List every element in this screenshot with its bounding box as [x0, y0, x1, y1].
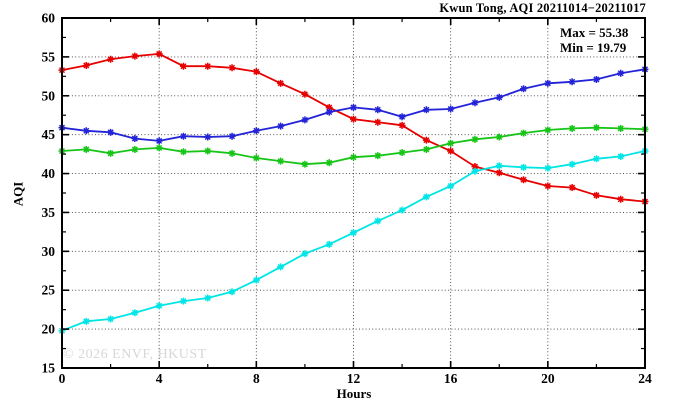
x-tick-label: 24 [638, 371, 652, 386]
series-cyan-markers [58, 147, 649, 335]
series-blue [58, 65, 649, 145]
y-tick-label: 60 [42, 11, 56, 26]
x-tick-label: 16 [444, 371, 458, 386]
max-value-label: Max = 55.38 [560, 25, 629, 40]
x-tick-label: 4 [156, 371, 163, 386]
y-tick-label: 45 [42, 127, 56, 142]
x-tick-label: 8 [253, 371, 260, 386]
y-tick-label: 20 [42, 322, 56, 337]
x-tick-label: 20 [541, 371, 555, 386]
y-tick-label: 15 [42, 361, 56, 376]
max-min-annotation: Max = 55.38 Min = 19.79 [560, 25, 629, 55]
x-tick-label: 0 [59, 371, 66, 386]
series-cyan [58, 147, 649, 335]
min-value-label: Min = 19.79 [560, 39, 627, 55]
watermark-text: © 2026 ENVF, HKUST [63, 347, 207, 362]
x-tick-label: 12 [347, 371, 361, 386]
chart-title: Kwun Tong, AQI 20211014−20211017 [439, 1, 646, 15]
y-tick-label: 55 [42, 49, 56, 64]
y-tick-label: 30 [42, 244, 56, 259]
series-cyan-line [61, 150, 646, 332]
y-tick-label: 25 [42, 283, 56, 298]
x-axis-label: Hours [336, 386, 372, 401]
axis-ticks [61, 17, 646, 369]
y-tick-label: 40 [42, 166, 56, 181]
tick-labels: 0 4 8 12 16 20 24 15 20 25 30 35 40 45 50 55 60 [42, 11, 653, 387]
gridlines [62, 18, 645, 368]
y-axis-label: AQI [10, 181, 26, 207]
y-tick-label: 50 [42, 88, 56, 103]
y-tick-label: 35 [42, 205, 56, 220]
